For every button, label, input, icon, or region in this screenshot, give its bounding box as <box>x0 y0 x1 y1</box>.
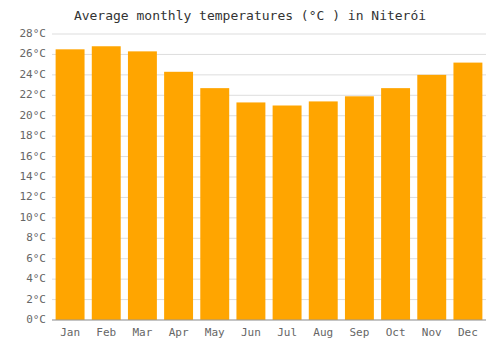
chart: Average monthly temperatures (°C ) in Ni… <box>0 0 500 350</box>
y-tick-label: 0°C <box>26 313 46 326</box>
bar <box>309 101 338 320</box>
x-tick-label: Sep <box>349 326 369 339</box>
x-tick-label: Apr <box>169 326 189 339</box>
y-tick-label: 18°C <box>20 129 47 142</box>
bar <box>200 88 229 320</box>
x-tick-label: Dec <box>458 326 478 339</box>
bar <box>417 75 446 320</box>
bars <box>56 46 483 320</box>
bar <box>164 72 193 320</box>
y-tick-label: 6°C <box>26 252 46 265</box>
bar <box>273 106 302 321</box>
bar <box>345 96 374 320</box>
x-tick-label: Aug <box>313 326 333 339</box>
y-axis: 0°C 2°C 4°C 6°C 8°C 10°C 12°C 14°C 16°C 18°C 20°C 2… <box>20 27 487 326</box>
y-tick-label: 10°C <box>20 211 47 224</box>
bar <box>128 51 157 320</box>
x-tick-label: Mar <box>132 326 152 339</box>
y-tick-label: 8°C <box>26 231 46 244</box>
y-tick-label: 28°C <box>20 27 47 40</box>
y-tick-label: 22°C <box>20 88 47 101</box>
x-axis: Jan Feb Mar Apr May Jun Jul Aug Sep Oct Nov Dec <box>52 320 486 339</box>
chart-container: Average monthly temperatures (°C ) in Ni… <box>0 0 500 350</box>
y-tick-label: 2°C <box>26 293 46 306</box>
x-tick-label: May <box>205 326 225 339</box>
x-tick-label: Nov <box>422 326 442 339</box>
y-tick-label: 12°C <box>20 190 47 203</box>
x-tick-label: Jun <box>241 326 261 339</box>
x-tick-label: Feb <box>96 326 116 339</box>
y-tick-label: 14°C <box>20 170 47 183</box>
grid-line <box>52 320 486 321</box>
y-tick-label: 16°C <box>20 150 47 163</box>
y-tick-label: 24°C <box>20 68 47 81</box>
bar <box>236 102 265 320</box>
bar <box>56 49 85 320</box>
title: Average monthly temperatures (°C ) in Ni… <box>74 8 426 23</box>
x-tick-label: Jul <box>277 326 297 339</box>
y-tick-label: 4°C <box>26 272 46 285</box>
bar <box>381 88 410 320</box>
grid-line <box>52 34 486 35</box>
bar <box>453 63 482 320</box>
x-tick-label: Jan <box>60 326 80 339</box>
y-tick-label: 26°C <box>20 47 47 60</box>
x-axis-line <box>52 320 486 321</box>
x-tick-label: Oct <box>386 326 406 339</box>
y-tick-label: 20°C <box>20 109 47 122</box>
bar <box>92 46 121 320</box>
